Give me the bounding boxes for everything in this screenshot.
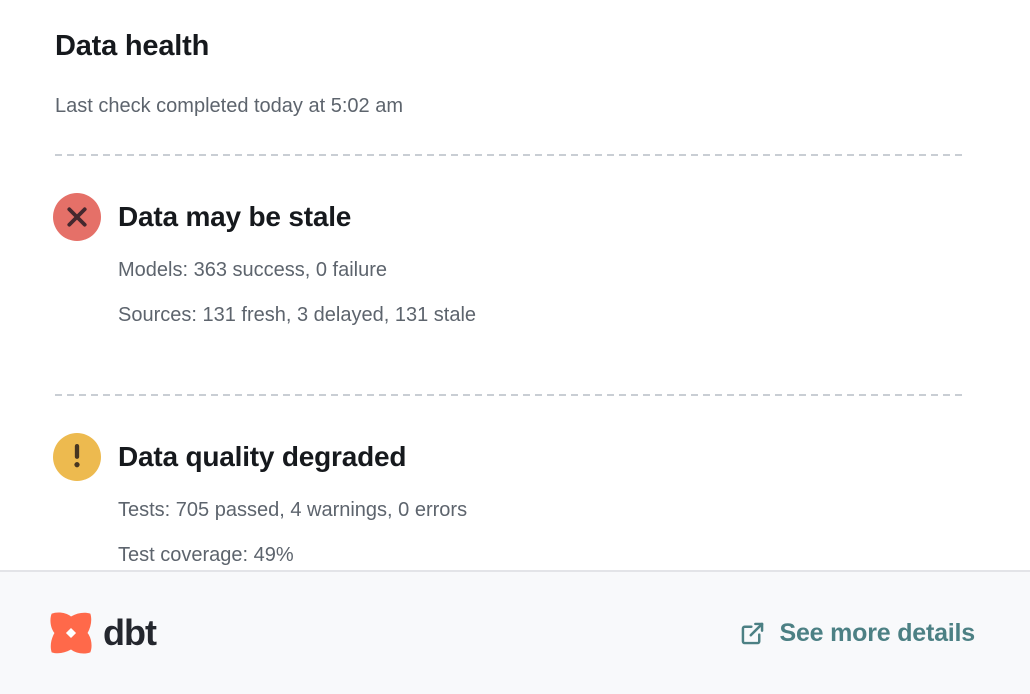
page-title: Data health [55,30,210,62]
warning-circle-icon [53,433,101,481]
spacer [55,327,965,358]
see-more-details-label: See more details [779,618,975,647]
status-section-staleness: Data may be stale Models: 363 success, 0… [53,193,965,327]
tests-status-line: Tests: 705 passed, 4 warnings, 0 errors [118,499,468,521]
test-coverage-line: Test coverage: 49% [118,544,294,566]
sources-status-line: Sources: 131 fresh, 3 delayed, 131 stale [118,304,477,326]
footer: dbt See more details [0,570,1030,694]
models-status-line: Models: 363 success, 0 failure [118,259,388,281]
data-health-panel: Data health Last check completed today a… [53,30,965,567]
section-title-stale: Data may be stale [118,201,352,232]
dashed-divider [55,154,965,156]
dashed-divider [55,394,965,396]
section-title-quality: Data quality degraded [118,441,407,472]
last-check-status: Last check completed today at 5:02 am [55,95,403,117]
dbt-logo: dbt [48,610,157,656]
error-circle-icon [53,193,101,241]
dbt-logo-mark-icon [50,612,92,654]
status-section-quality: Data quality degraded Tests: 705 passed,… [53,433,965,567]
external-link-icon [742,622,764,644]
see-more-details-link[interactable]: See more details [739,619,975,648]
dbt-wordmark: dbt [103,612,157,653]
